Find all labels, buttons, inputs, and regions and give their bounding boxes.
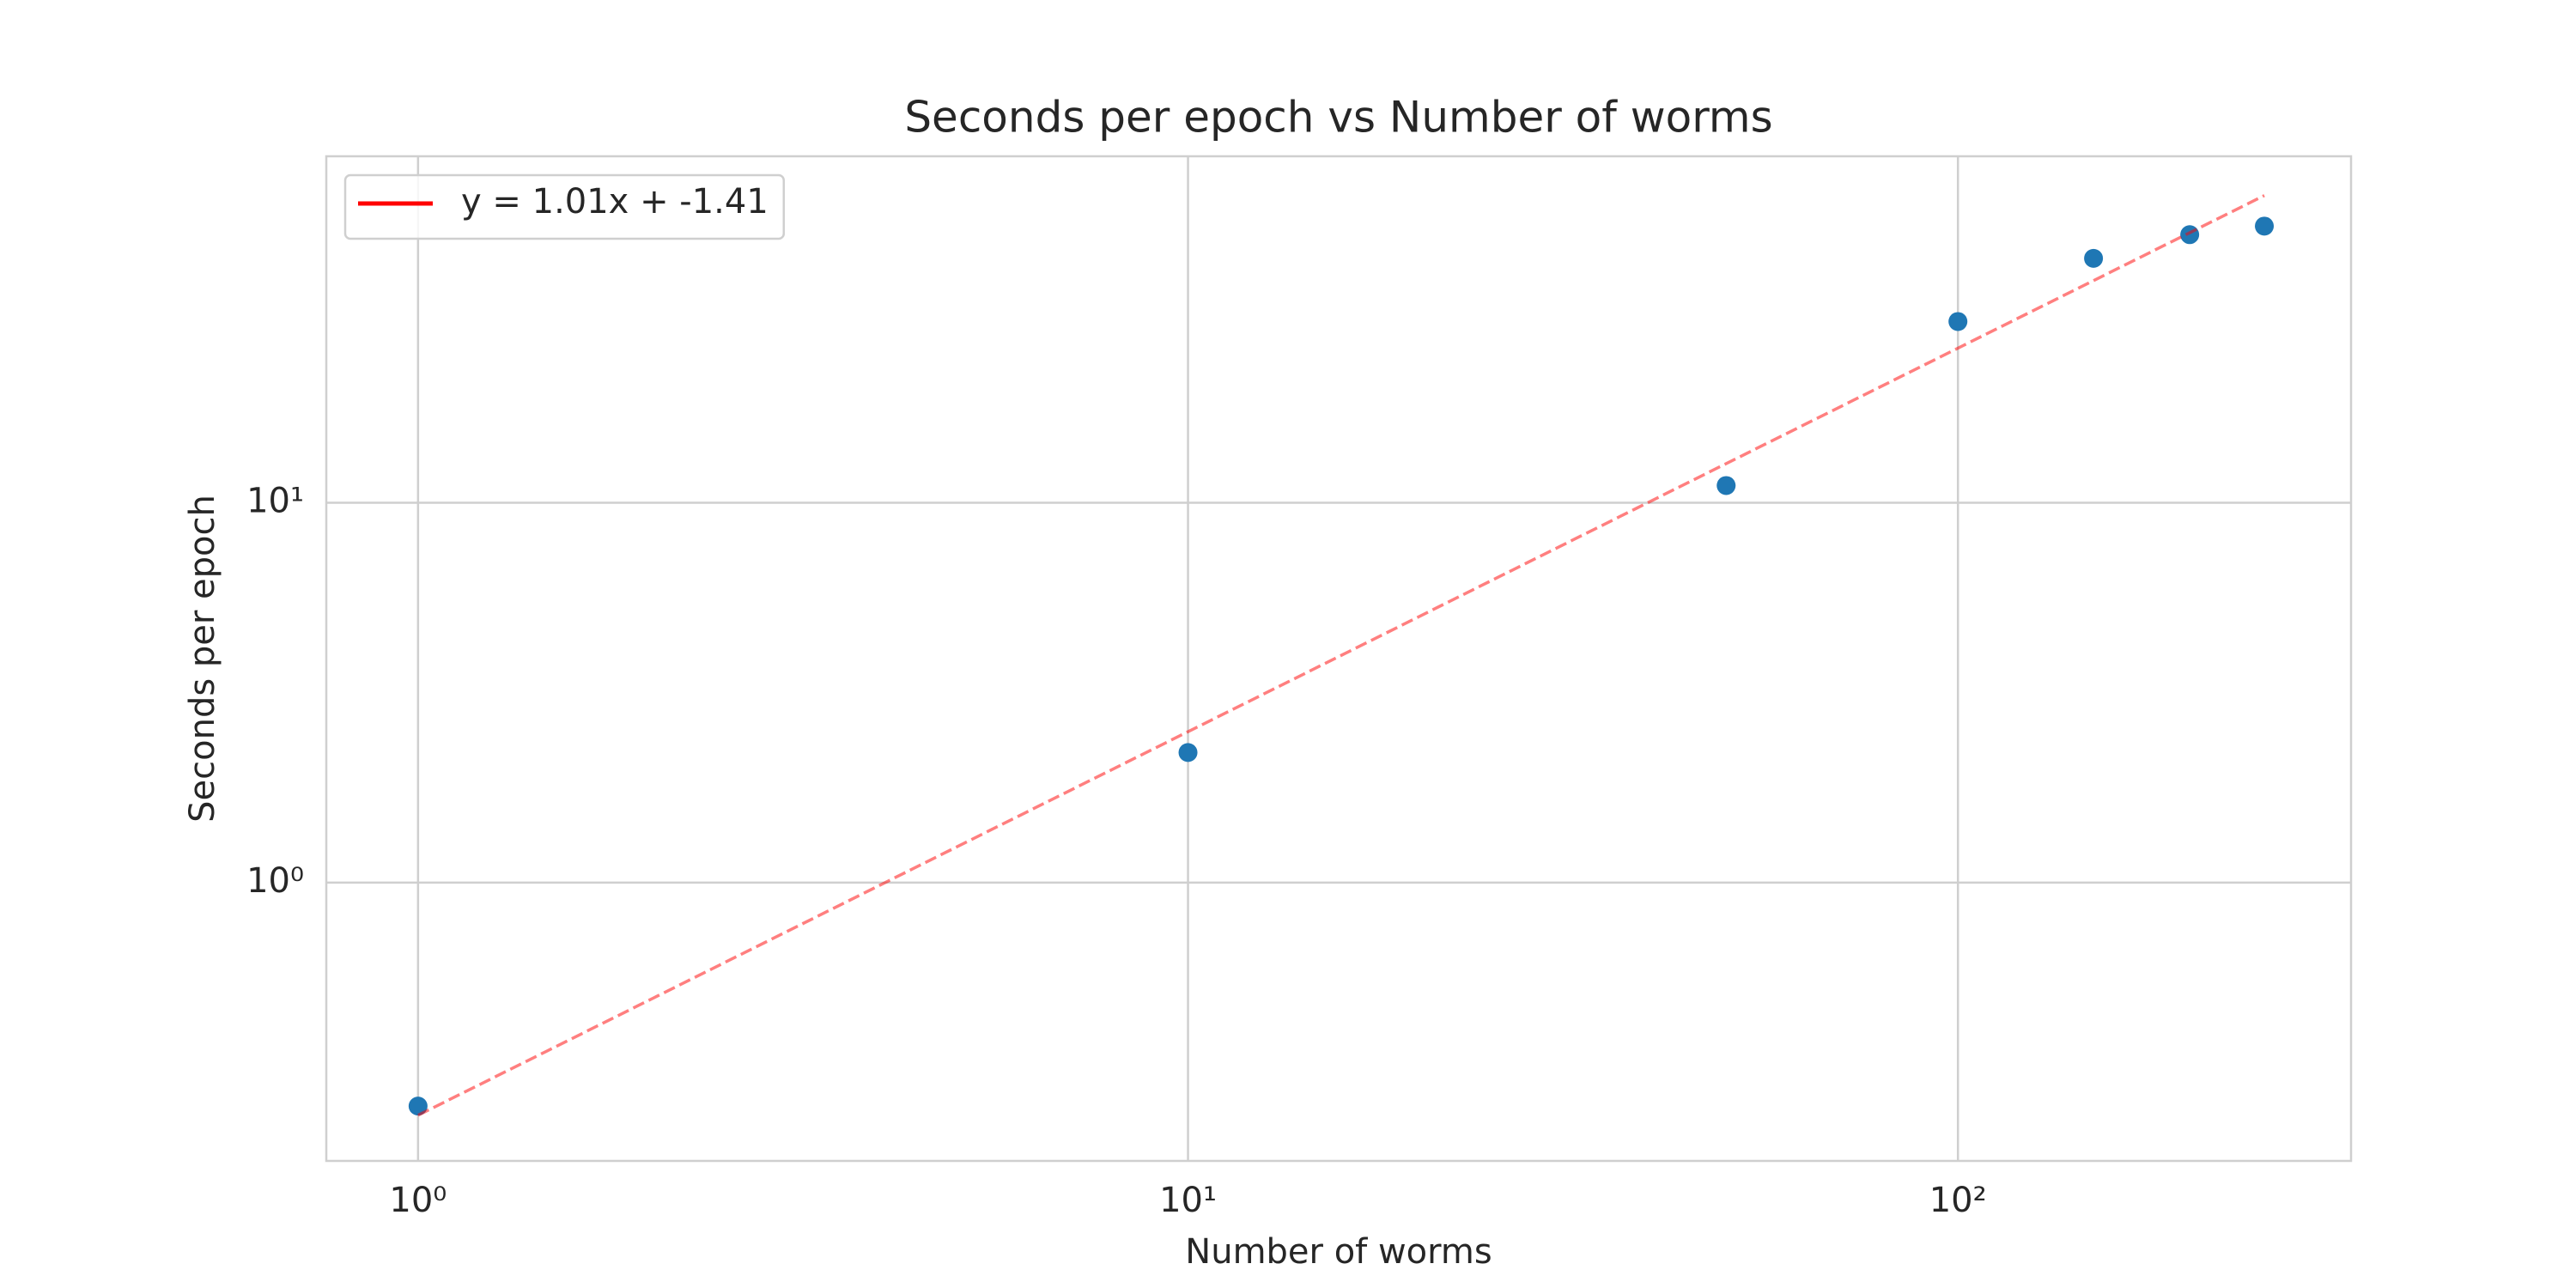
fit-line <box>417 194 2265 1117</box>
y-tick-label: 10¹ <box>246 482 304 521</box>
chart-title: Seconds per epoch vs Number of worms <box>904 93 1772 143</box>
x-tick-label: 10² <box>1929 1181 1987 1220</box>
x-axis-label: Number of worms <box>1185 1232 1492 1272</box>
legend-label: y = 1.01x + -1.41 <box>461 182 769 222</box>
scatter-point <box>408 1097 428 1116</box>
x-tick-label: 10⁰ <box>389 1181 447 1220</box>
y-tick-label: 10⁰ <box>246 861 304 901</box>
plot-frame <box>325 155 2353 1163</box>
x-tick-label: 10¹ <box>1159 1181 1217 1220</box>
y-axis-label: Seconds per epoch <box>183 495 222 823</box>
scatter-point <box>2180 225 2200 245</box>
scatter-point <box>1948 312 1968 331</box>
scatter-point <box>1716 476 1736 495</box>
legend: y = 1.01x + -1.41 <box>343 173 786 240</box>
scatter-point <box>2084 248 2104 268</box>
scatter-point <box>1178 743 1198 762</box>
legend-box <box>343 173 786 240</box>
scatter-point <box>2255 216 2275 236</box>
